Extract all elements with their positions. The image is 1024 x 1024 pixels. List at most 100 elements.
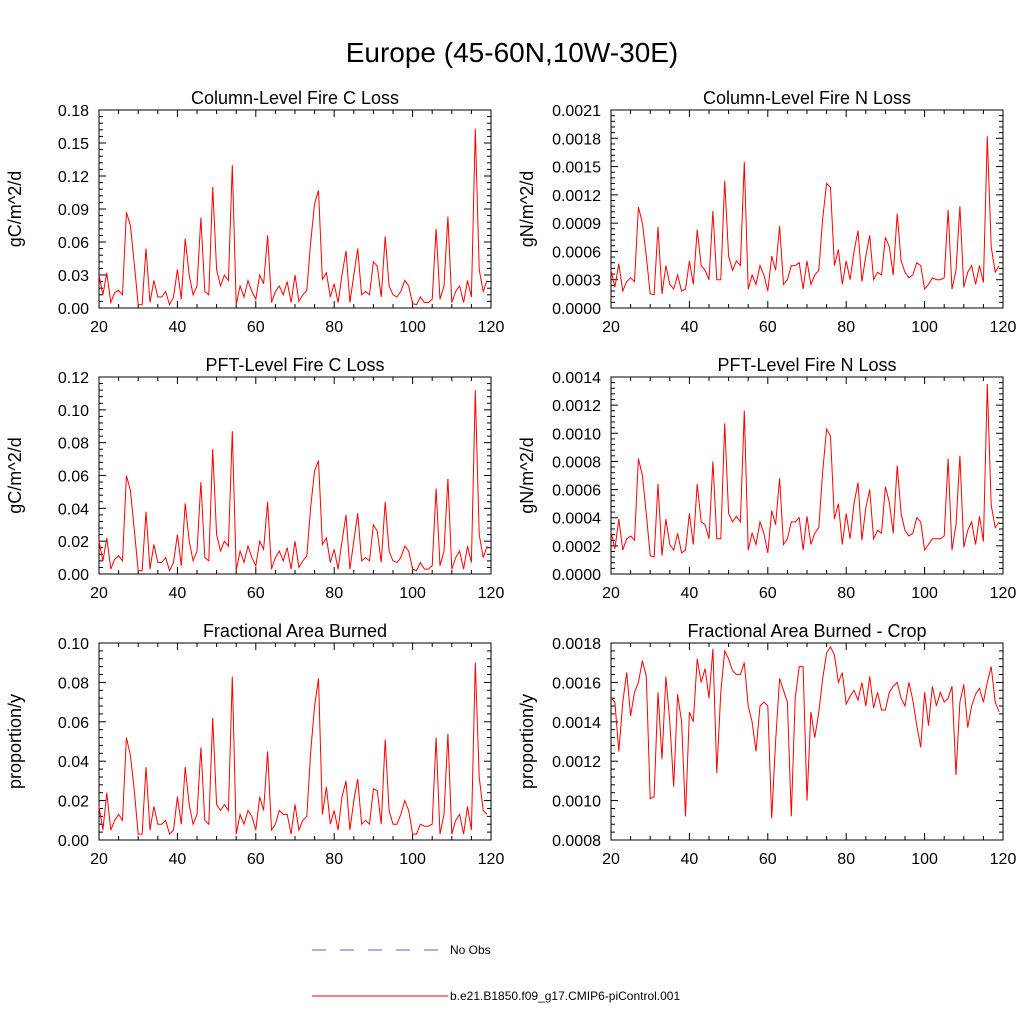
panel-title: Column-Level Fire C Loss: [191, 88, 399, 108]
series-line: [610, 136, 1000, 296]
y-tick-label: 0.0021: [552, 103, 601, 120]
x-tick-label: 80: [325, 851, 343, 868]
y-tick-label: 0.0012: [552, 398, 601, 415]
x-tick-label: 40: [681, 585, 699, 602]
x-tick-label: 60: [759, 585, 777, 602]
plot-frame: [610, 642, 1004, 841]
x-tick-label: 40: [169, 319, 187, 336]
y-tick-label: 0.08: [58, 675, 89, 692]
x-tick-label: 120: [990, 319, 1017, 336]
x-tick-label: 120: [478, 851, 505, 868]
y-tick-label: 0.0018: [552, 636, 601, 653]
y-tick-label: 0.0004: [552, 511, 601, 528]
panel-title: PFT-Level Fire C Loss: [205, 355, 384, 375]
x-tick-label: 60: [759, 851, 777, 868]
x-tick-label: 80: [837, 851, 855, 868]
y-tick-label: 0.0014: [552, 715, 601, 732]
x-tick-label: 100: [399, 851, 426, 868]
x-tick-label: 80: [325, 319, 343, 336]
y-tick-label: 0.08: [58, 436, 89, 453]
y-tick-label: 0.0015: [552, 160, 601, 177]
y-tick-label: 0.09: [58, 202, 89, 219]
x-tick-label: 40: [681, 851, 699, 868]
y-tick-label: 0.0009: [552, 216, 601, 233]
legend: No Obs b.e21.B1850.f09_g17.CMIP6-piContro…: [312, 943, 680, 1003]
y-tick-label: 0.0010: [552, 426, 601, 443]
x-tick-label: 120: [478, 319, 505, 336]
x-tick-label: 120: [478, 585, 505, 602]
panel-6: 20 40 60 80 100 120 0.0008 0.0010 0.0012 0.0014 0.…: [517, 621, 1016, 868]
plot-frame: [98, 642, 492, 841]
y-tick-label: 0.0003: [552, 273, 601, 290]
legend-label: No Obs: [450, 943, 491, 957]
x-tick-label: 20: [90, 319, 108, 336]
y-tick-label: 0.0008: [552, 454, 601, 471]
panel-title: PFT-Level Fire N Loss: [717, 355, 896, 375]
panels-group: 20 40 60 80 100 120 0.00 0.03 0.06 0.09 0.12 0.15 0.…: [5, 88, 1016, 868]
y-axis-label: proportion/y: [517, 694, 537, 789]
y-tick-label: 0.06: [58, 469, 89, 486]
y-tick-label: 0.0012: [552, 188, 601, 205]
x-tick-label: 60: [247, 851, 265, 868]
panel-3: 20 40 60 80 100 120 0.00 0.02 0.04 0.06 0.08 0.10 0.…: [5, 355, 504, 602]
y-axis-label: proportion/y: [5, 694, 25, 789]
y-axis-label: gC/m^2/d: [5, 171, 25, 247]
y-tick-label: 0.15: [58, 136, 89, 153]
x-tick-label: 120: [990, 851, 1017, 868]
y-axis-label: gN/m^2/d: [517, 437, 537, 513]
y-axis-label: gN/m^2/d: [517, 171, 537, 247]
y-tick-label: 0.12: [58, 370, 89, 387]
y-tick-label: 0.0006: [552, 244, 601, 261]
y-tick-label: 0.03: [58, 268, 89, 285]
x-tick-label: 20: [602, 851, 620, 868]
x-tick-label: 20: [90, 851, 108, 868]
series-line: [610, 645, 1000, 819]
series-line: [98, 662, 488, 836]
x-tick-label: 80: [325, 585, 343, 602]
y-tick-label: 0.0010: [552, 794, 601, 811]
y-tick-label: 0.06: [58, 715, 89, 732]
x-tick-label: 40: [169, 585, 187, 602]
y-tick-label: 0.18: [58, 103, 89, 120]
panel-5: 20 40 60 80 100 120 0.00 0.02 0.04 0.06 0.08 0.10 Fr…: [5, 621, 504, 868]
y-tick-label: 0.00: [58, 833, 89, 850]
y-axis-label: gC/m^2/d: [5, 437, 25, 513]
y-tick-label: 0.0000: [552, 301, 601, 318]
x-tick-label: 60: [247, 585, 265, 602]
y-tick-label: 0.0008: [552, 833, 601, 850]
x-tick-label: 20: [90, 585, 108, 602]
x-tick-label: 80: [837, 585, 855, 602]
series-line: [610, 383, 1000, 558]
figure-title: Europe (45-60N,10W-30E): [346, 37, 679, 68]
legend-label: b.e21.B1850.f09_g17.CMIP6-piControl.001: [450, 989, 680, 1003]
y-tick-label: 0.02: [58, 794, 89, 811]
y-tick-label: 0.02: [58, 534, 89, 551]
x-tick-label: 20: [602, 585, 620, 602]
panel-title: Column-Level Fire N Loss: [703, 88, 911, 108]
y-tick-label: 0.00: [58, 567, 89, 584]
y-tick-label: 0.06: [58, 235, 89, 252]
y-tick-label: 0.0018: [552, 131, 601, 148]
x-tick-label: 60: [759, 319, 777, 336]
panel-2: 20 40 60 80 100 120 0.0000 0.0003 0.0006 0.0009 0.…: [517, 88, 1016, 336]
x-tick-label: 100: [399, 319, 426, 336]
y-tick-label: 0.0000: [552, 567, 601, 584]
x-tick-label: 80: [837, 319, 855, 336]
x-tick-label: 20: [602, 319, 620, 336]
x-tick-label: 100: [911, 585, 938, 602]
x-tick-label: 60: [247, 319, 265, 336]
panel-4: 20 40 60 80 100 120 0.0000 0.0002 0.0004 0.0006 0.…: [517, 355, 1016, 602]
y-tick-label: 0.0006: [552, 483, 601, 500]
y-tick-label: 0.0002: [552, 539, 601, 556]
x-tick-label: 100: [911, 319, 938, 336]
y-tick-label: 0.10: [58, 403, 89, 420]
y-tick-label: 0.04: [58, 754, 89, 771]
y-tick-label: 0.00: [58, 301, 89, 318]
y-tick-label: 0.0014: [552, 370, 601, 387]
y-tick-label: 0.10: [58, 636, 89, 653]
y-tick-label: 0.12: [58, 169, 89, 186]
y-tick-label: 0.04: [58, 501, 89, 518]
x-tick-label: 40: [681, 319, 699, 336]
x-tick-label: 120: [990, 585, 1017, 602]
